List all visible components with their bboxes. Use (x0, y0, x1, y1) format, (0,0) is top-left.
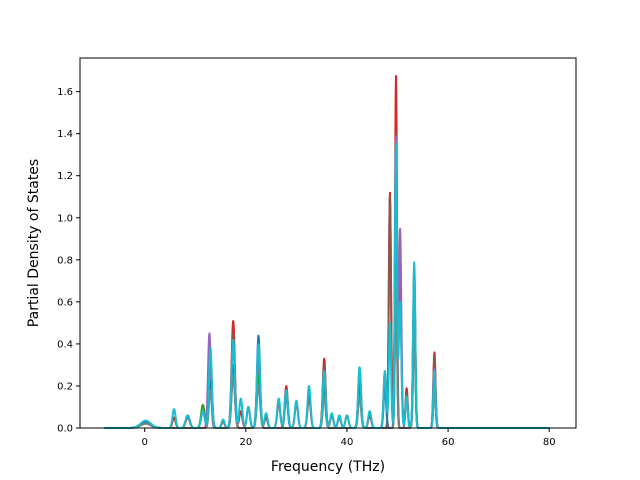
x-tick-label: 20 (239, 437, 252, 448)
y-tick-label: 0.6 (57, 297, 73, 308)
pdos-series-line-0 (103, 75, 550, 429)
x-tick-label: 80 (543, 437, 556, 448)
pdos-series-line-2 (103, 135, 550, 429)
plot-frame (79, 57, 577, 429)
x-tick-label: 0 (142, 437, 148, 448)
y-tick-label: 1.6 (57, 87, 73, 98)
series-layer (103, 75, 550, 429)
y-tick-label: 1.4 (57, 129, 73, 140)
y-tick-label: 0.2 (57, 381, 73, 392)
x-axis-label: Frequency (THz) (271, 459, 385, 475)
y-tick-label: 1.0 (57, 213, 73, 224)
pdos-series-line-1 (103, 132, 550, 429)
x-axis-ticks: 0 20 40 60 80 (142, 428, 556, 448)
y-axis-ticks: 0.0 0.2 0.4 0.6 0.8 1.0 1.2 1.4 1.6 (57, 87, 80, 435)
x-tick-label: 60 (442, 437, 455, 448)
y-tick-label: 1.2 (57, 171, 73, 182)
y-tick-label: 0.0 (57, 424, 73, 435)
y-tick-label: 0.8 (57, 255, 73, 266)
y-axis-label: Partial Density of States (26, 159, 42, 327)
pdos-series-line-6 (103, 142, 550, 429)
x-tick-label: 40 (341, 437, 354, 448)
y-tick-label: 0.4 (57, 339, 73, 350)
